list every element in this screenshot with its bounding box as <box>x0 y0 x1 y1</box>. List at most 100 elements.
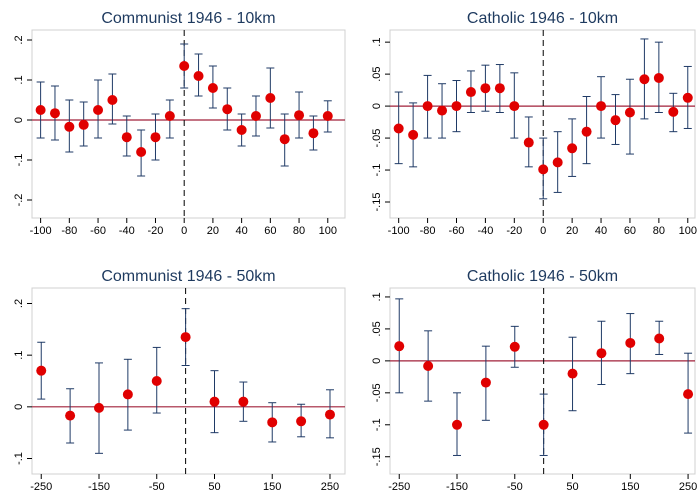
point <box>222 104 233 115</box>
point <box>494 83 505 94</box>
x-tick-label: -80 <box>420 225 436 237</box>
point <box>452 419 463 430</box>
point <box>308 128 319 139</box>
point <box>596 348 607 359</box>
point <box>480 377 491 388</box>
point <box>250 111 261 121</box>
point <box>393 123 404 134</box>
y-tick-label: -.1 <box>13 154 25 167</box>
point <box>65 410 76 421</box>
y-tick-label: .2 <box>13 35 25 44</box>
point <box>236 125 247 135</box>
x-tick-label: 0 <box>540 225 546 237</box>
y-tick-label: .05 <box>371 321 383 336</box>
point <box>121 132 132 143</box>
point <box>49 108 60 119</box>
x-tick-label: 60 <box>624 225 636 237</box>
point <box>93 105 104 115</box>
y-tick-label: .1 <box>13 351 25 360</box>
y-tick-label: -.2 <box>13 194 25 207</box>
point <box>267 417 278 428</box>
point <box>451 101 462 112</box>
x-tick-label: -150 <box>446 481 468 491</box>
point <box>654 333 665 344</box>
y-tick-label: .1 <box>371 38 383 47</box>
point <box>639 74 650 85</box>
point <box>509 101 520 112</box>
point <box>465 87 476 98</box>
x-tick-label: 50 <box>566 481 578 491</box>
x-tick-label: 0 <box>181 225 187 237</box>
x-tick-label: 250 <box>679 481 697 491</box>
x-tick-label: 150 <box>621 481 639 491</box>
x-tick-label: 50 <box>208 481 220 491</box>
point <box>610 115 621 126</box>
x-tick-label: 60 <box>264 225 276 237</box>
point <box>36 365 47 376</box>
y-tick-label: -.05 <box>371 383 383 402</box>
chart-title: Communist 1946 - 50km <box>101 268 275 285</box>
x-tick-label: -60 <box>90 225 106 237</box>
y-tick-label: 0 <box>371 358 383 364</box>
point <box>279 134 290 145</box>
point <box>179 61 190 71</box>
plot-frame <box>31 287 346 475</box>
point <box>122 389 133 400</box>
point <box>207 83 218 93</box>
point <box>193 71 204 81</box>
x-tick-label: -150 <box>88 481 110 491</box>
x-tick-label: 100 <box>679 225 697 237</box>
point <box>394 341 405 352</box>
x-tick-label: -50 <box>149 481 165 491</box>
point <box>567 368 578 379</box>
point <box>567 143 578 154</box>
point <box>480 83 491 94</box>
point <box>294 110 305 121</box>
x-tick-label: 20 <box>566 225 578 237</box>
point <box>523 137 534 148</box>
point <box>596 101 607 112</box>
y-tick-label: -.15 <box>371 193 383 212</box>
x-tick-label: -20 <box>148 225 164 237</box>
y-tick-label: .2 <box>13 299 25 308</box>
y-tick-label: -.1 <box>371 418 383 431</box>
y-tick-label: -.05 <box>371 129 383 148</box>
point <box>683 389 694 400</box>
y-tick-label: .1 <box>13 75 25 84</box>
x-tick-label: 100 <box>319 225 337 237</box>
x-tick-label: -20 <box>506 225 522 237</box>
x-tick-label: -40 <box>119 225 135 237</box>
point <box>209 396 220 407</box>
x-tick-label: -40 <box>477 225 493 237</box>
point <box>624 107 635 118</box>
y-tick-label: .05 <box>371 66 383 81</box>
point <box>151 376 162 386</box>
x-tick-label: 40 <box>595 225 607 237</box>
point <box>509 341 520 352</box>
x-tick-label: 40 <box>235 225 247 237</box>
x-tick-label: 80 <box>293 225 305 237</box>
point <box>322 111 333 121</box>
y-tick-label: -.1 <box>13 452 25 465</box>
point <box>150 132 161 143</box>
plot-frame <box>389 287 696 475</box>
x-tick-label: -80 <box>61 225 77 237</box>
point <box>238 396 249 407</box>
point <box>78 119 89 130</box>
y-tick-label: -.1 <box>371 164 383 177</box>
y-tick-label: 0 <box>371 103 383 109</box>
x-tick-label: -60 <box>449 225 465 237</box>
point <box>35 105 46 115</box>
point <box>437 105 448 116</box>
point <box>324 409 335 420</box>
point <box>408 129 419 140</box>
x-tick-label: 80 <box>653 225 665 237</box>
point <box>682 92 693 103</box>
y-tick-label: -.15 <box>371 447 383 466</box>
x-tick-label: -250 <box>30 481 52 491</box>
y-tick-label: .1 <box>371 292 383 301</box>
point <box>93 402 104 413</box>
x-tick-label: 250 <box>321 481 339 491</box>
